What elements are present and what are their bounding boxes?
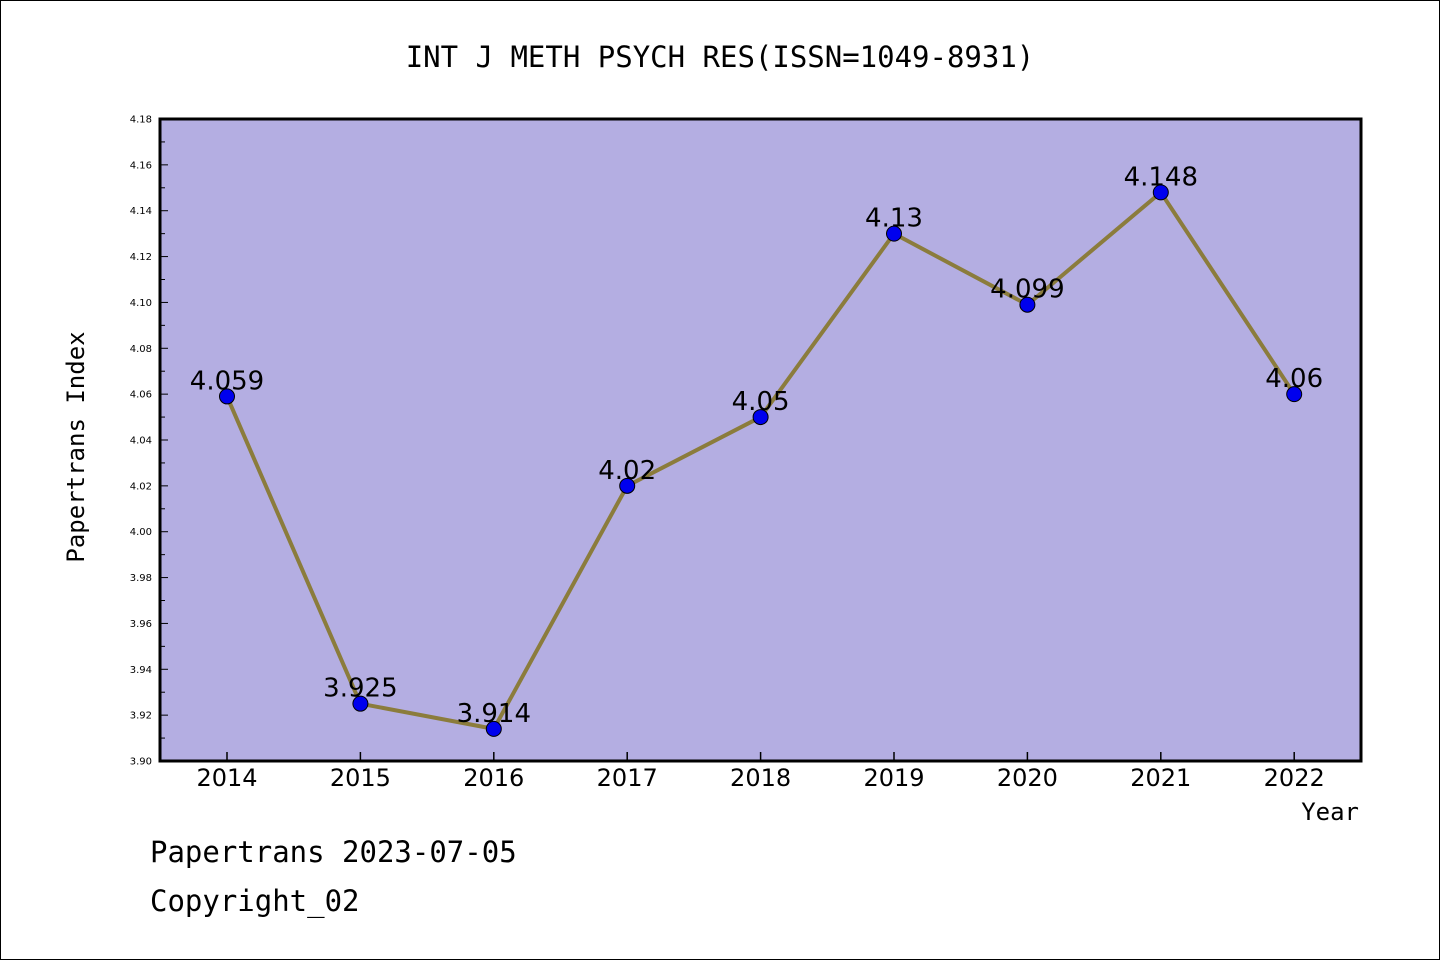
data-point [352, 695, 369, 712]
x-tick-label: 2018 [730, 764, 791, 792]
data-label: 4.059 [190, 366, 264, 396]
x-axis-label: Year [1301, 798, 1359, 826]
x-tick-label: 2019 [863, 764, 924, 792]
y-tick-label: 3.94 [130, 665, 152, 676]
y-tick-label: 3.90 [130, 757, 152, 768]
y-tick-label: 4.10 [130, 298, 152, 309]
plot-area [158, 117, 1363, 763]
y-tick-label: 4.18 [130, 115, 152, 126]
footer-source: Papertrans 2023-07-05 [150, 835, 517, 869]
data-point [1019, 296, 1036, 313]
data-label: 4.02 [598, 456, 656, 486]
y-tick-label: 4.14 [130, 206, 152, 217]
data-label: 4.13 [865, 204, 923, 234]
data-label: 4.05 [732, 387, 790, 417]
data-point [752, 409, 769, 426]
x-tick-label: 2016 [463, 764, 524, 792]
chart-title: INT J METH PSYCH RES(ISSN=1049-8931) [406, 40, 1035, 74]
data-label: 4.148 [1124, 162, 1198, 192]
data-label: 4.06 [1265, 364, 1323, 394]
data-point [619, 477, 636, 494]
x-tick-label: 2015 [330, 764, 391, 792]
y-tick-label: 4.02 [130, 481, 152, 492]
data-points [219, 184, 1303, 737]
x-tick-label: 2020 [997, 764, 1058, 792]
y-tick-label: 4.08 [130, 344, 152, 355]
y-axis-ticks: 3.90 3.92 3.94 3.96 3.98 4.00 4.02 4.04 4.06 4.08… [130, 115, 168, 768]
data-label: 3.925 [323, 674, 397, 704]
x-tick-label: 2017 [597, 764, 658, 792]
y-tick-label: 3.96 [130, 619, 152, 630]
data-point [886, 225, 902, 242]
y-tick-label: 4.00 [130, 527, 152, 538]
data-point [1152, 184, 1169, 201]
y-tick-label: 3.98 [130, 573, 152, 584]
data-label: 3.914 [457, 699, 531, 729]
y-tick-label: 4.12 [130, 252, 152, 263]
y-tick-label: 4.06 [130, 390, 152, 401]
x-tick-label: 2014 [196, 764, 257, 792]
x-axis-ticks: 2014 2015 2016 2017 2018 2019 2020 2021 2022 [196, 752, 1325, 792]
data-labels: 4.059 3.925 3.914 4.02 4.05 4.13 4.099 4.148 4.0… [190, 162, 1323, 729]
data-point [485, 720, 502, 737]
y-tick-label: 4.16 [130, 160, 152, 171]
footer-copyright: Copyright_02 [150, 884, 360, 918]
data-point [219, 388, 235, 405]
x-tick-label: 2021 [1130, 764, 1191, 792]
y-tick-label: 3.92 [130, 711, 152, 722]
x-tick-label: 2022 [1264, 764, 1325, 792]
data-label: 4.099 [990, 275, 1064, 305]
data-point [1286, 386, 1303, 403]
y-axis-label: Papertrans Index [62, 331, 90, 562]
y-tick-label: 4.04 [130, 436, 152, 447]
